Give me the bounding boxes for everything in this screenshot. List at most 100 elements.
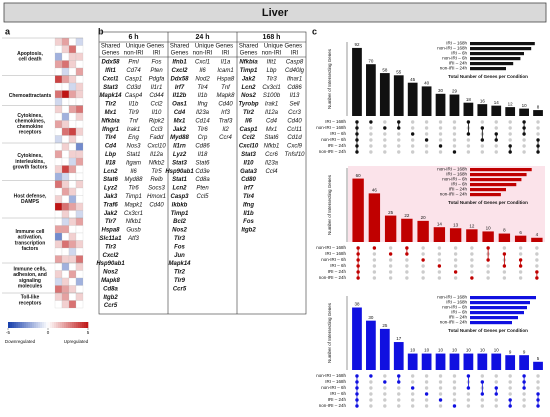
set-size-bar xyxy=(470,306,527,310)
matrix-dot xyxy=(388,264,393,268)
matrix-dot xyxy=(424,120,429,124)
timepoint-header: 24 h xyxy=(195,34,209,41)
heatmap-cell xyxy=(54,240,63,249)
colorbar-step xyxy=(24,322,27,328)
gene-name: Casp8 xyxy=(286,60,304,66)
matrix-dot xyxy=(470,252,474,256)
gene-name: Ripk2 xyxy=(149,118,165,124)
heatmap-cell xyxy=(68,60,77,69)
gene-name: Atf3 xyxy=(127,236,139,242)
matrix-dot xyxy=(466,144,471,148)
gene-name: Ifit1 xyxy=(267,60,277,66)
heatmap-cell xyxy=(68,210,77,219)
column-header: non-IRI xyxy=(124,51,144,57)
gene-name: Ccl11 xyxy=(287,127,302,133)
heatmap-cell xyxy=(61,120,70,129)
matrix-dot xyxy=(410,374,415,378)
colorbar-step xyxy=(34,322,37,328)
bar-value-label: 14 xyxy=(437,221,443,226)
matrix-dot xyxy=(437,246,442,250)
matrix-dot xyxy=(502,246,507,250)
gene-name: Cd8a xyxy=(103,286,118,292)
heatmap-cell xyxy=(61,217,70,226)
matrix-dot xyxy=(535,264,539,268)
heatmap-cell xyxy=(68,157,77,166)
matrix-dot xyxy=(438,374,443,378)
gene-name: Il1r1 xyxy=(151,85,163,91)
gene-name: Cd1d xyxy=(287,135,302,141)
set-size-bar xyxy=(470,52,524,56)
heatmap-cell xyxy=(54,60,63,69)
heatmap-cell xyxy=(75,225,84,234)
gene-name: Tlr4 xyxy=(243,194,255,200)
matrix-dot xyxy=(410,138,415,142)
matrix-dot xyxy=(470,264,474,268)
intersection-bar xyxy=(393,342,404,370)
heatmap-cell xyxy=(54,165,63,174)
matrix-dot xyxy=(372,276,377,280)
set-size-name: IRI – 6h xyxy=(451,310,467,315)
heatmap-cell xyxy=(75,232,84,241)
intersection-bar xyxy=(482,231,494,242)
gene-name: Timp1 xyxy=(125,194,142,200)
gene-name: Myd88 xyxy=(170,135,189,141)
bar-value-label: 4 xyxy=(536,232,539,237)
gene-name: Pten xyxy=(150,68,163,74)
bar-value-label: 25 xyxy=(388,210,394,215)
heatmap-cell xyxy=(75,150,84,159)
bar-value-label: 5 xyxy=(537,356,540,361)
heatmap-cell xyxy=(54,97,63,106)
intersection-bar xyxy=(449,228,462,242)
bar-value-label: 13 xyxy=(453,222,459,227)
matrix-dot xyxy=(452,120,457,124)
set-size-name: non-IRI – 168h xyxy=(437,295,467,300)
intersection-bar xyxy=(379,73,390,116)
unique-header: Unique Genes xyxy=(264,44,302,50)
gene-name: Tnfsf10 xyxy=(284,152,305,158)
intersection-bar xyxy=(435,93,446,116)
set-size-name: non-IRI – 6h xyxy=(442,305,467,310)
matrix-dot xyxy=(494,126,498,130)
gene-name: Cd86 xyxy=(195,144,210,150)
intersection-bar xyxy=(407,353,418,370)
bar-value-label: 9 xyxy=(523,349,526,354)
heatmap-cell xyxy=(75,247,84,256)
matrix-dot xyxy=(369,380,373,384)
matrix-dot xyxy=(466,404,471,408)
heatmap-cell xyxy=(54,127,63,136)
bar-value-label: 10 xyxy=(438,348,444,353)
matrix-dot xyxy=(438,398,443,402)
heatmap-cell xyxy=(54,270,63,279)
intersection-bar xyxy=(366,320,376,370)
set-size-bar xyxy=(470,57,521,61)
heatmap-cell xyxy=(54,37,63,46)
matrix-dot xyxy=(397,132,401,136)
set-size-bar xyxy=(470,311,524,315)
gene-name: Cd4 xyxy=(174,110,186,116)
heatmap-cell xyxy=(68,262,77,271)
intersection-bar xyxy=(463,353,474,370)
bar-value-label: 45 xyxy=(410,77,416,82)
matrix-dot xyxy=(410,144,415,148)
gene-name: Irak1 xyxy=(127,127,140,133)
set-name: IRI – 168h xyxy=(325,251,346,256)
heatmap-cell xyxy=(54,172,63,181)
matrix-dot xyxy=(388,258,393,262)
matrix-dot xyxy=(438,392,443,396)
matrix-dot xyxy=(494,398,498,402)
gene-name: Il12a xyxy=(150,152,164,158)
matrix-dot xyxy=(508,132,512,136)
heatmap-cell xyxy=(54,187,63,196)
heatmap-cell xyxy=(75,202,84,211)
column-header: IRI xyxy=(291,51,299,57)
heatmap-cell xyxy=(54,195,63,204)
gene-name: Tlr7 xyxy=(105,219,117,225)
heatmap-cell xyxy=(75,240,84,249)
matrix-dot xyxy=(372,264,377,268)
matrix-dot xyxy=(518,270,523,274)
gene-name: Il1a xyxy=(221,60,231,66)
bar-value-label: 10 xyxy=(486,226,492,231)
group-label: Apoptosis, cell death xyxy=(17,51,43,63)
set-size-name: non-IRI – 24h xyxy=(440,320,468,325)
